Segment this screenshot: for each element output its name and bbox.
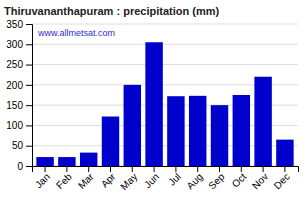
tick: 100 [6, 120, 32, 131]
bar [102, 117, 119, 166]
bars [36, 42, 293, 166]
chart: 050100150200250300350JanFebMarAprMayJunJ… [0, 0, 306, 200]
tick-mark [26, 125, 32, 126]
bar [36, 157, 53, 166]
tick-mark [26, 166, 32, 167]
grid-line [32, 64, 298, 65]
tick: 50 [12, 140, 32, 151]
tick: Mar [76, 166, 96, 191]
grid-line [32, 24, 298, 25]
tick: Feb [54, 166, 74, 191]
tick-mark [88, 166, 89, 172]
axis-line [26, 25, 33, 167]
tick-label: 300 [6, 39, 23, 50]
tick-mark [45, 166, 46, 172]
bar [167, 96, 184, 166]
bar [145, 42, 162, 166]
tick: Apr [99, 166, 118, 190]
tick-label: 50 [12, 140, 24, 151]
bar [124, 85, 141, 166]
tick: 300 [6, 39, 32, 50]
bar [80, 153, 97, 166]
tick-mark [26, 85, 32, 86]
plot: 050100150200250300350JanFebMarAprMayJunJ… [6, 19, 298, 192]
tick-label: 150 [6, 100, 23, 111]
tick-label: Sep [206, 171, 227, 192]
tick: 150 [6, 100, 32, 111]
tick: 350 [6, 19, 32, 30]
y-axis: 0 50 100 150 200 250 300 350 [6, 19, 32, 172]
tick-mark [219, 166, 220, 172]
tick-mark [26, 105, 32, 106]
tick-mark [26, 65, 32, 66]
tick-label: Jul [166, 171, 183, 188]
tick: Jun [142, 166, 161, 190]
tick-label: Jun [142, 171, 161, 190]
tick: 200 [6, 80, 32, 91]
tick-label: 200 [6, 80, 23, 91]
tick: Dec [272, 166, 292, 191]
tick: 0 [17, 161, 32, 172]
tick-mark [197, 166, 198, 172]
tick: 250 [6, 59, 32, 70]
bar [233, 95, 250, 166]
tick-label: Mar [76, 170, 96, 190]
tick-mark [284, 166, 285, 172]
tick-mark [263, 166, 264, 172]
tick-mark [175, 166, 176, 172]
tick-label: Feb [54, 171, 74, 191]
bar [58, 157, 75, 166]
grid [32, 24, 298, 166]
tick-label: May [118, 171, 139, 192]
axis-line [33, 167, 299, 173]
tick-label: Oct [230, 171, 249, 190]
tick-label: Apr [99, 170, 118, 189]
tick-label: Dec [272, 171, 292, 191]
tick-mark [241, 166, 242, 172]
tick: Oct [230, 166, 249, 190]
title: Thiruvananthapuram : precipitation (mm) [4, 5, 219, 17]
tick-label: 250 [6, 59, 23, 70]
tick-mark [26, 44, 32, 45]
tick-mark [132, 166, 133, 172]
bar [254, 77, 271, 166]
tick: Jul [166, 166, 183, 188]
bar [211, 105, 228, 166]
tick-label: 100 [6, 120, 23, 131]
tick-mark [66, 166, 67, 172]
bar [276, 140, 293, 166]
tick: Jan [33, 166, 52, 190]
tick-label: 350 [6, 19, 23, 30]
tick: Aug [184, 166, 204, 191]
tick: Sep [206, 166, 227, 191]
tick: Nov [250, 166, 270, 191]
tick-label: Nov [250, 171, 270, 191]
x-axis: JanFebMarAprMayJun JulAugSepOctNovDec [33, 166, 299, 192]
tick-mark [154, 166, 155, 172]
tick-label: Aug [184, 171, 204, 191]
annotation: www.allmetsat.com [37, 28, 115, 38]
tick-mark [26, 146, 32, 147]
grid-line [32, 44, 298, 45]
tick-label: Jan [33, 171, 52, 190]
tick-mark [110, 166, 111, 172]
tick-label: 0 [17, 161, 23, 172]
tick-mark [26, 24, 32, 25]
bar [189, 96, 206, 166]
tick: May [118, 166, 139, 192]
